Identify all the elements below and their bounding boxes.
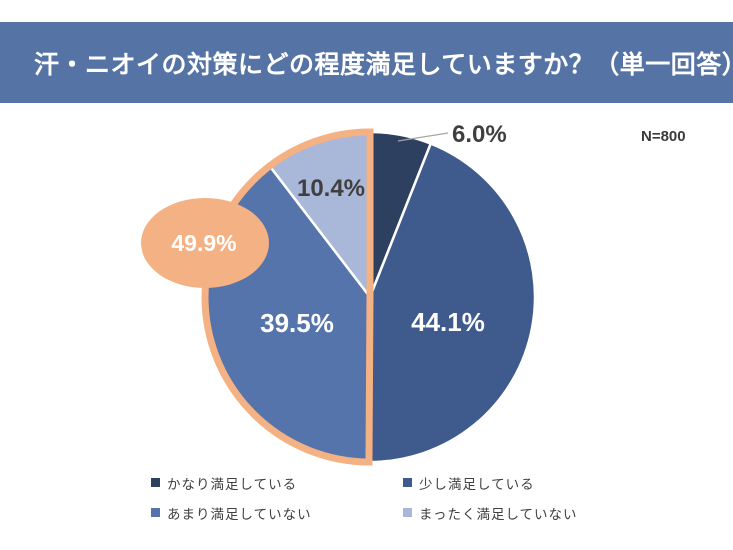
page-title: 汗・ニオイの対策にどの程度満足していますか？（単一回答）	[34, 50, 733, 79]
pie-wedge-1	[367, 142, 537, 464]
highlight-outline	[201, 128, 374, 466]
legend-label: あまり満足していない	[167, 506, 312, 522]
segment-value-0: 6.0%	[452, 121, 507, 148]
highlight-outline-path	[201, 128, 374, 466]
legend-marker-icon	[151, 478, 160, 487]
segment-value-2: 39.5%	[260, 308, 334, 338]
segment-value-1: 44.1%	[411, 307, 485, 337]
legend-item-1: 少し満足している	[403, 472, 655, 493]
pie-labels: 6.0% 44.1% 39.5% 10.4%	[260, 121, 507, 338]
legend-item-2: あまり満足していない	[151, 502, 403, 523]
legend-marker-icon	[403, 478, 412, 487]
sample-size: N=800	[641, 128, 686, 145]
highlight-callout: 49.9%	[141, 198, 269, 288]
legend-label: かなり満足している	[167, 476, 298, 492]
legend-marker-icon	[151, 508, 160, 517]
legend: かなり満足している 少し満足しているあまり満足していない まったく満足していない	[151, 472, 621, 523]
callout-value: 49.9%	[171, 230, 236, 256]
segment-value-3: 10.4%	[297, 175, 365, 202]
legend-marker-icon	[403, 508, 412, 517]
callout-ellipse	[141, 198, 269, 288]
legend-item-3: まったく満足していない	[403, 502, 655, 523]
leader-line	[397, 132, 449, 142]
title-banner: 汗・ニオイの対策にどの程度満足していますか？（単一回答）	[0, 22, 733, 103]
legend-label: まったく満足していない	[419, 506, 578, 522]
legend-item-0: かなり満足している	[151, 472, 403, 493]
legend-label: 少し満足している	[419, 476, 535, 492]
